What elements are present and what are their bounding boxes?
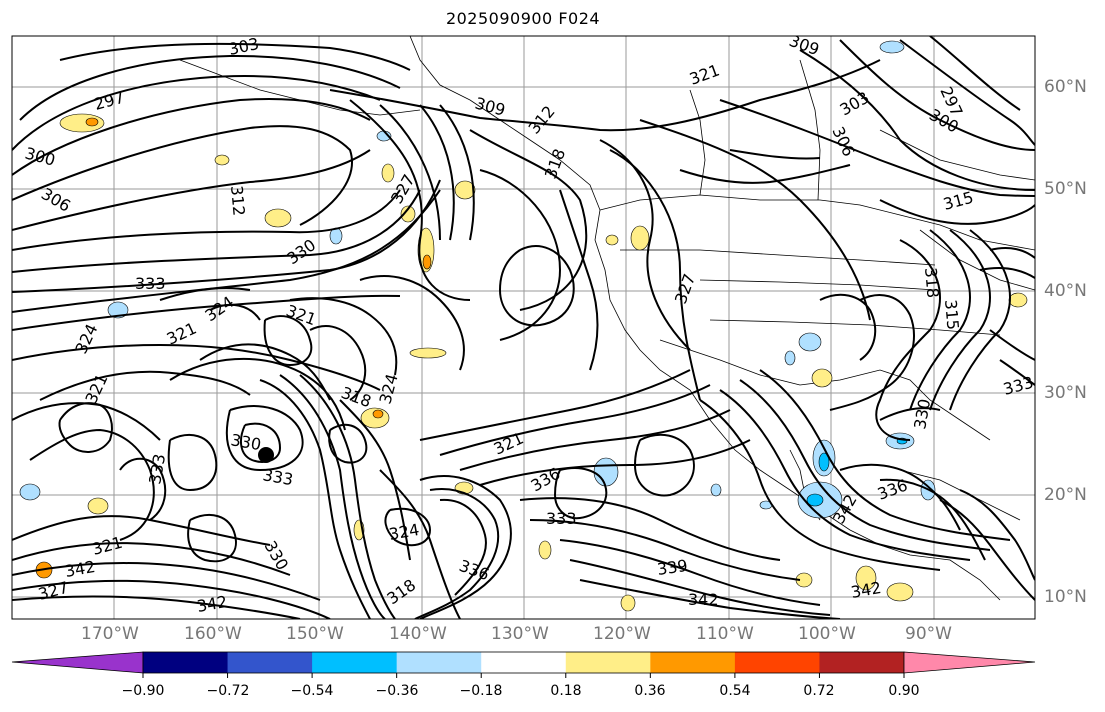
lon-label: 150°W bbox=[286, 624, 344, 644]
contour-label: 342 bbox=[688, 590, 719, 609]
colorbar-segment bbox=[396, 652, 482, 673]
contour-label: 303 bbox=[227, 34, 261, 59]
lon-label: 100°W bbox=[798, 624, 856, 644]
lat-label: 20°N bbox=[1044, 485, 1087, 505]
lon-label: 120°W bbox=[593, 624, 651, 644]
colorbar-tick-label: −0.90 bbox=[121, 683, 165, 699]
lon-label: 110°W bbox=[696, 624, 754, 644]
lon-label: 90°W bbox=[905, 624, 952, 644]
lat-label: 40°N bbox=[1044, 281, 1087, 301]
colorbar-segment bbox=[650, 652, 736, 673]
map-title: 2025090900 F024 bbox=[445, 9, 601, 28]
contour-label: 312 bbox=[227, 185, 249, 217]
graticule bbox=[12, 36, 1035, 619]
colorbar-segment bbox=[227, 652, 313, 673]
lon-label: 140°W bbox=[389, 624, 447, 644]
colorbar-tick-label: 0.36 bbox=[634, 683, 666, 699]
colorbar-segment bbox=[819, 652, 905, 673]
lon-label: 160°W bbox=[184, 624, 242, 644]
colorbar-segment bbox=[734, 652, 820, 673]
colorbar-tick-label: 0.72 bbox=[803, 683, 835, 699]
contour-label: 333 bbox=[135, 274, 166, 293]
lon-label: 170°W bbox=[81, 624, 139, 644]
colorbar-tick-label: 0.54 bbox=[719, 683, 751, 699]
colorbar-tick-label: −0.36 bbox=[375, 683, 419, 699]
lat-label: 50°N bbox=[1044, 179, 1087, 199]
colorbar bbox=[11, 651, 1036, 678]
lat-label: 10°N bbox=[1044, 587, 1087, 607]
colorbar-tick-label: −0.54 bbox=[290, 683, 334, 699]
colorbar-segment bbox=[143, 652, 229, 673]
low-center-marker bbox=[258, 447, 274, 463]
contour-label: 339 bbox=[656, 556, 689, 579]
colorbar-segment bbox=[312, 652, 398, 673]
contour-label: 318 bbox=[921, 267, 943, 299]
lon-label: 130°W bbox=[491, 624, 549, 644]
contour-lines bbox=[12, 36, 1035, 619]
lat-label: 60°N bbox=[1044, 77, 1087, 97]
colorbar-tick-label: −0.72 bbox=[206, 683, 250, 699]
colorbar-tick-label: −0.18 bbox=[459, 683, 503, 699]
colorbar-segment bbox=[565, 652, 651, 673]
map-frame bbox=[11, 35, 1036, 620]
colorbar-extend-high bbox=[903, 651, 1036, 674]
colorbar-segment bbox=[481, 652, 567, 673]
colorbar-tick-label: 0.90 bbox=[888, 683, 920, 699]
colorbar-extend-low bbox=[11, 651, 144, 674]
colorbar-tick-label: 0.18 bbox=[550, 683, 582, 699]
lat-label: 30°N bbox=[1044, 383, 1087, 403]
contour-label: 333 bbox=[546, 509, 577, 528]
contour-label: 315 bbox=[941, 299, 963, 331]
